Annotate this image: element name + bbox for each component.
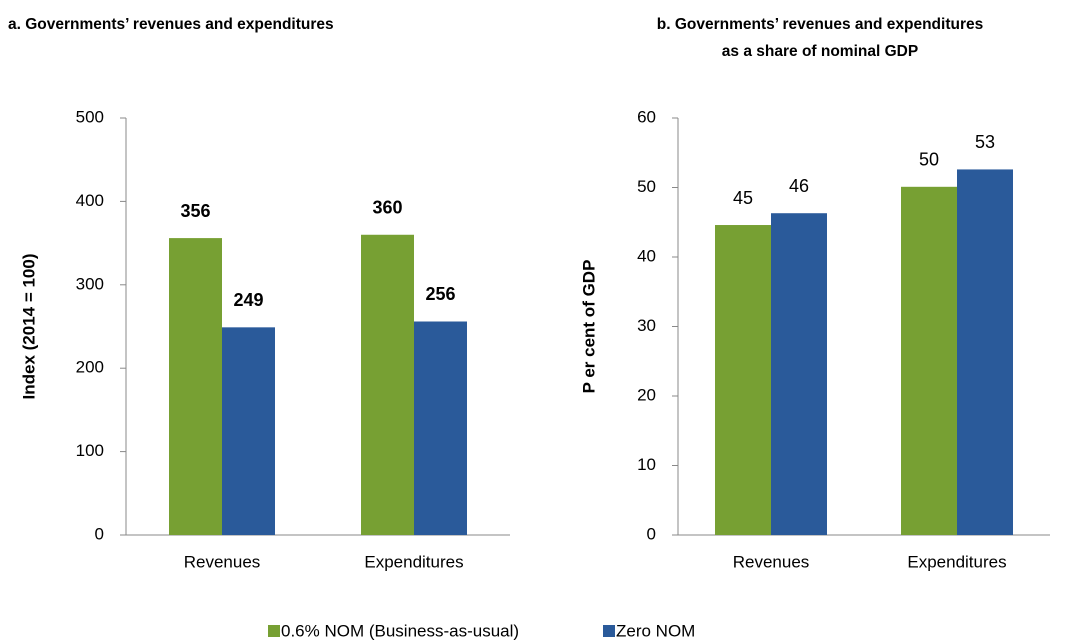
y-tick-label: 10 [637, 455, 656, 474]
y-tick-label: 60 [637, 107, 656, 126]
bar [414, 321, 467, 535]
value-label: 46 [789, 176, 809, 196]
x-tick-label: Expenditures [364, 552, 463, 571]
value-label: 50 [919, 150, 939, 170]
value-label: 249 [233, 290, 263, 310]
y-tick-label: 30 [637, 316, 656, 335]
bar [361, 234, 414, 535]
legend-swatch [268, 625, 280, 637]
y-tick-label: 500 [76, 107, 104, 126]
y-tick-label: 20 [637, 385, 656, 404]
y-axis-label: Index (2014 = 100) [19, 253, 38, 399]
value-label: 256 [425, 284, 455, 304]
x-tick-label: Expenditures [907, 552, 1006, 571]
bar [901, 186, 957, 535]
legend-label: Zero NOM [616, 621, 695, 640]
chart-title: as a share of nominal GDP [722, 43, 918, 60]
value-label: 356 [180, 201, 210, 221]
bar [222, 327, 275, 535]
chart-title: a. Governments’ revenues and expenditure… [8, 16, 334, 33]
x-tick-label: Revenues [733, 552, 810, 571]
value-label: 360 [372, 198, 402, 218]
bar [169, 238, 222, 535]
x-tick-label: Revenues [184, 552, 261, 571]
legend-label: 0.6% NOM (Business-as-usual) [281, 621, 519, 640]
y-tick-label: 400 [76, 191, 104, 210]
y-axis-label: P er cent of GDP [579, 260, 598, 394]
y-tick-label: 0 [647, 524, 656, 543]
y-tick-label: 40 [637, 246, 656, 265]
bar [715, 225, 771, 535]
y-tick-label: 200 [76, 358, 104, 377]
bar [957, 169, 1013, 535]
chart-title: b. Governments’ revenues and expenditure… [657, 16, 983, 33]
y-tick-label: 0 [95, 524, 104, 543]
value-label: 53 [975, 132, 995, 152]
y-tick-label: 50 [637, 177, 656, 196]
legend-swatch [603, 625, 615, 637]
value-label: 45 [733, 188, 753, 208]
y-tick-label: 300 [76, 274, 104, 293]
bar [771, 213, 827, 535]
y-tick-label: 100 [76, 441, 104, 460]
